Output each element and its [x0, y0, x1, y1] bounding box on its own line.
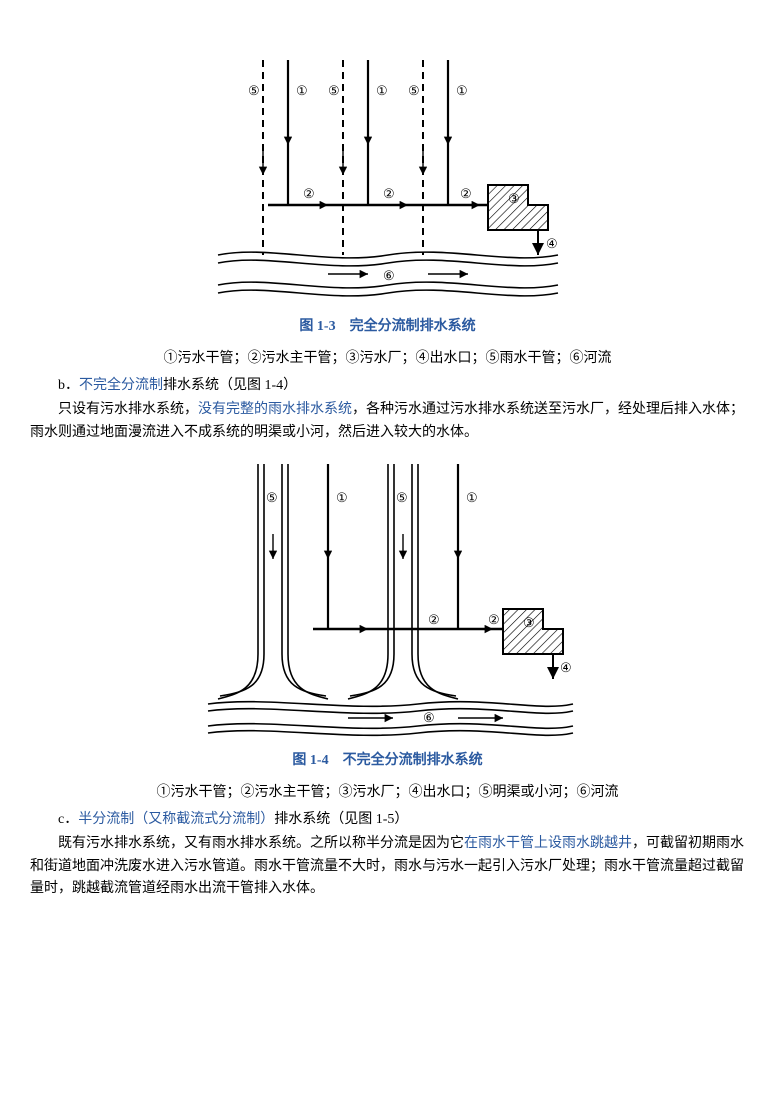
figure-1-3-caption: 图 1-3 完全分流制排水系统 — [30, 316, 745, 338]
section-c-blue: 半分流制（又称截流式分流制） — [78, 812, 274, 827]
figure-1-4-legend: ①污水干管；②污水主干管；③污水厂；④出水口；⑤明渠或小河；⑥河流 — [30, 782, 745, 804]
svg-text:②: ② — [488, 612, 500, 627]
figure-1-3: ⑤ ① ⑤ ① ⑤ ① ② ② ② ③ ④ ⑥ 图 1-3 完全分流制排水系统 — [30, 50, 745, 338]
section-b-suffix: 排水系统（见图 1-4） — [163, 378, 297, 393]
svg-text:④: ④ — [546, 236, 558, 251]
section-c-suffix: 排水系统（见图 1-5） — [274, 812, 408, 827]
svg-text:③: ③ — [523, 615, 535, 630]
section-b-prefix: b． — [58, 378, 79, 393]
svg-text:⑤: ⑤ — [396, 490, 408, 505]
section-b-body-blue: 没有完整的雨水排水系统 — [198, 402, 352, 417]
svg-text:③: ③ — [508, 191, 520, 206]
section-b-body: 只设有污水排水系统，没有完整的雨水排水系统，各种污水通过污水排水系统送至污水厂，… — [30, 399, 745, 444]
section-c-body-blue: 在雨水干管上设雨水跳越井 — [464, 836, 632, 851]
svg-text:②: ② — [428, 612, 440, 627]
figure-1-3-svg: ⑤ ① ⑤ ① ⑤ ① ② ② ② ③ ④ ⑥ — [208, 50, 568, 310]
svg-text:⑤: ⑤ — [328, 83, 340, 98]
svg-text:①: ① — [456, 83, 468, 98]
svg-text:⑤: ⑤ — [248, 83, 260, 98]
figure-1-4-caption: 图 1-4 不完全分流制排水系统 — [30, 750, 745, 772]
svg-text:①: ① — [376, 83, 388, 98]
section-c-heading: c．半分流制（又称截流式分流制）排水系统（见图 1-5） — [30, 809, 745, 831]
svg-text:②: ② — [460, 186, 472, 201]
section-b-body-prefix: 只设有污水排水系统， — [58, 402, 198, 417]
svg-text:①: ① — [336, 490, 348, 505]
section-c-body: 既有污水排水系统，又有雨水排水系统。之所以称半分流是因为它在雨水干管上设雨水跳越… — [30, 833, 745, 900]
figure-1-3-legend: ①污水干管；②污水主干管；③污水厂；④出水口；⑤雨水干管；⑥河流 — [30, 348, 745, 370]
svg-text:①: ① — [296, 83, 308, 98]
svg-text:②: ② — [303, 186, 315, 201]
section-c-prefix: c． — [58, 812, 78, 827]
section-c-body-prefix: 既有污水排水系统，又有雨水排水系统。之所以称半分流是因为它 — [58, 836, 464, 851]
svg-text:①: ① — [466, 490, 478, 505]
svg-text:⑥: ⑥ — [423, 710, 435, 725]
svg-text:②: ② — [383, 186, 395, 201]
svg-text:⑥: ⑥ — [383, 268, 395, 283]
section-b-heading: b．不完全分流制排水系统（见图 1-4） — [30, 375, 745, 397]
svg-text:④: ④ — [560, 660, 572, 675]
figure-1-4-svg: ⑤ ① ⑤ ① ② ② ③ ④ ⑥ — [198, 454, 578, 744]
svg-text:⑤: ⑤ — [266, 490, 278, 505]
svg-text:⑤: ⑤ — [408, 83, 420, 98]
figure-1-4: ⑤ ① ⑤ ① ② ② ③ ④ ⑥ 图 1-4 不完全分流制排水系统 — [30, 454, 745, 772]
section-b-blue: 不完全分流制 — [79, 378, 163, 393]
